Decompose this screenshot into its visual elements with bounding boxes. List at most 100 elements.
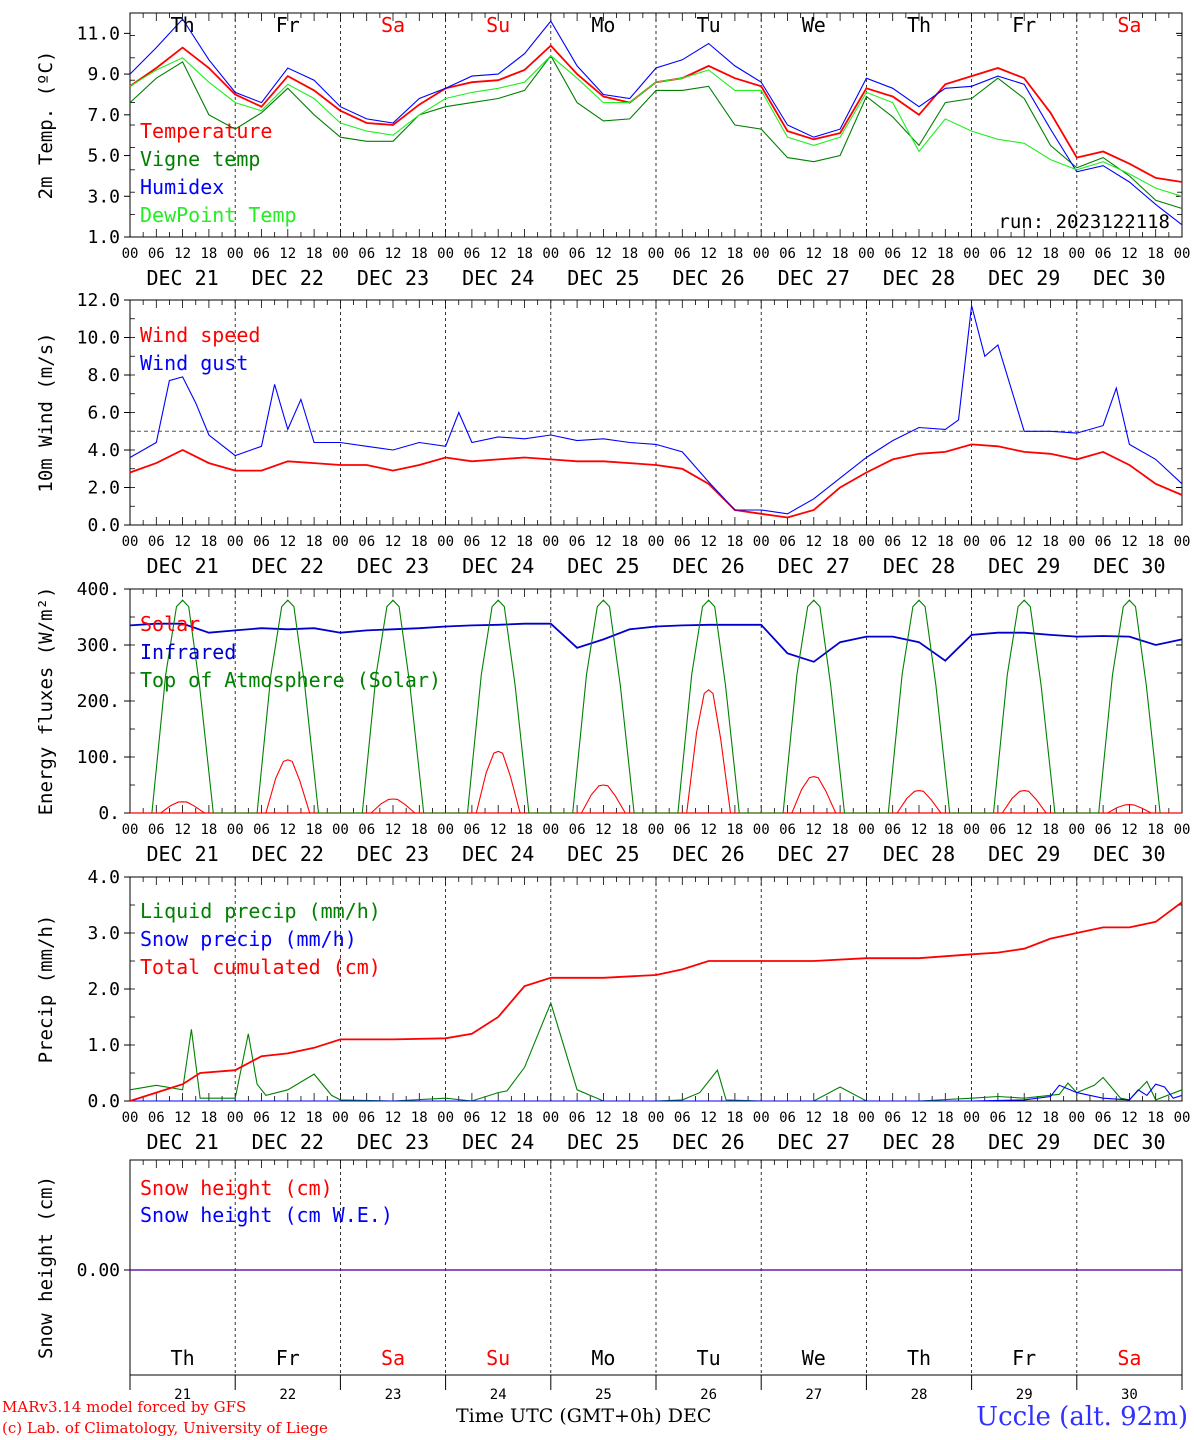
y-tick-label: 11.0 xyxy=(77,23,120,44)
date-label: DEC 27 xyxy=(778,1130,850,1154)
y-tick-label: 2.0 xyxy=(87,478,120,499)
hour-label: 06 xyxy=(989,822,1006,838)
hour-label: 00 xyxy=(858,822,875,838)
y-tick-label: 100. xyxy=(77,747,120,768)
hour-label: 06 xyxy=(1095,534,1112,550)
legend-entry: Temperature xyxy=(140,119,272,143)
y-axis-title: Energy fluxes (W/m²) xyxy=(35,587,57,816)
hour-label: 12 xyxy=(174,246,191,262)
weekday-label-bottom: Th xyxy=(907,1346,931,1370)
legend-entry: Top of Atmosphere (Solar) xyxy=(140,668,441,692)
hour-label: 06 xyxy=(674,246,691,262)
hour-label: 18 xyxy=(1147,822,1164,838)
hour-label: 00 xyxy=(753,822,770,838)
hour-label: 06 xyxy=(463,246,480,262)
hour-label: 06 xyxy=(358,822,375,838)
hour-label: 00 xyxy=(437,822,454,838)
hour-label: 12 xyxy=(595,534,612,550)
hour-label: 12 xyxy=(911,246,928,262)
hour-label: 18 xyxy=(411,822,428,838)
hour-label: 00 xyxy=(1068,1110,1085,1126)
hour-label: 00 xyxy=(963,534,980,550)
hour-label: 12 xyxy=(1121,246,1138,262)
hour-label: 18 xyxy=(1147,246,1164,262)
hour-label: 12 xyxy=(1016,534,1033,550)
hour-label: 12 xyxy=(279,1110,296,1126)
hour-label: 18 xyxy=(726,1110,743,1126)
y-tick-label: 9.0 xyxy=(87,64,120,85)
hour-label: 18 xyxy=(621,822,638,838)
hour-label: 18 xyxy=(621,534,638,550)
day-number-label: 27 xyxy=(805,1387,822,1403)
series-line-humidex xyxy=(129,18,1183,226)
hour-label: 06 xyxy=(989,1110,1006,1126)
y-tick-label: 0. xyxy=(98,803,120,824)
hour-label: 00 xyxy=(1174,534,1191,550)
hour-label: 18 xyxy=(937,534,954,550)
hour-label: 12 xyxy=(595,246,612,262)
day-number-label: 30 xyxy=(1121,1387,1138,1403)
hour-label: 00 xyxy=(227,534,244,550)
hour-label: 06 xyxy=(884,1110,901,1126)
hour-label: 12 xyxy=(700,534,717,550)
date-label: DEC 23 xyxy=(357,842,429,866)
weekday-label-bottom: Tu xyxy=(697,1346,721,1370)
series-line-wind-speed xyxy=(129,443,1183,519)
y-tick-label: 2.0 xyxy=(87,979,120,1000)
hour-label: 00 xyxy=(437,1110,454,1126)
series-line-temperature xyxy=(129,44,1183,183)
hour-label: 18 xyxy=(832,534,849,550)
hour-label: 00 xyxy=(858,246,875,262)
weekday-label-top: We xyxy=(802,13,826,37)
weekday-label-bottom: Fr xyxy=(276,1346,300,1370)
day-number-label: 26 xyxy=(700,1387,717,1403)
legend-entry: Humidex xyxy=(140,175,224,199)
hour-label: 06 xyxy=(884,534,901,550)
hour-label: 00 xyxy=(542,246,559,262)
hour-label: 12 xyxy=(805,822,822,838)
date-label: DEC 30 xyxy=(1093,554,1165,578)
model-credit: MARv3.14 model forced by GFS xyxy=(2,1398,247,1416)
y-tick-label: 5.0 xyxy=(87,146,120,167)
hour-label: 12 xyxy=(805,534,822,550)
hour-label: 00 xyxy=(332,822,349,838)
hour-label: 00 xyxy=(963,246,980,262)
legend-entry: Snow height (cm W.E.) xyxy=(140,1203,393,1227)
legend-entry: Wind gust xyxy=(140,351,248,375)
legend-entry: Snow precip (mm/h) xyxy=(140,927,357,951)
legend-entry: Liquid precip (mm/h) xyxy=(140,899,381,923)
weekday-label-top: Th xyxy=(171,13,195,37)
weekday-label-bottom: Sa xyxy=(1117,1346,1141,1370)
station-label: Uccle (alt. 92m) xyxy=(976,1402,1188,1432)
hour-label: 12 xyxy=(1121,1110,1138,1126)
hour-label: 18 xyxy=(621,246,638,262)
hour-label: 00 xyxy=(648,1110,665,1126)
hour-label: 12 xyxy=(1016,822,1033,838)
hour-label: 12 xyxy=(174,822,191,838)
legend-entry: Solar xyxy=(140,612,200,636)
date-label: DEC 22 xyxy=(252,554,324,578)
hour-label: 06 xyxy=(358,534,375,550)
series-line-wind-gust xyxy=(129,305,1183,515)
hour-label: 12 xyxy=(911,534,928,550)
hour-label: 12 xyxy=(174,534,191,550)
date-label: DEC 29 xyxy=(988,554,1060,578)
legend-entry: Vigne temp xyxy=(140,147,260,171)
hour-label: 00 xyxy=(122,822,139,838)
y-tick-label: 1.0 xyxy=(87,227,120,248)
plot-frame xyxy=(129,588,1183,814)
y-tick-label: 0.0 xyxy=(87,1091,120,1112)
series-line-total-cumulated-cm- xyxy=(129,901,1183,1102)
hour-label: 18 xyxy=(726,534,743,550)
date-label: DEC 30 xyxy=(1093,266,1165,290)
date-label: DEC 23 xyxy=(357,1130,429,1154)
hour-label: 18 xyxy=(200,246,217,262)
hour-label: 12 xyxy=(1016,246,1033,262)
hour-label: 00 xyxy=(542,822,559,838)
y-tick-label: 12.0 xyxy=(77,290,120,311)
hour-label: 12 xyxy=(385,822,402,838)
y-tick-label: 1.0 xyxy=(87,1035,120,1056)
hour-label: 18 xyxy=(1042,246,1059,262)
hour-label: 12 xyxy=(805,1110,822,1126)
panel-4: 0.0 1.0 2.0 3.0 4.0 Precip (mm/h) Liquid preci… xyxy=(35,867,1190,1154)
